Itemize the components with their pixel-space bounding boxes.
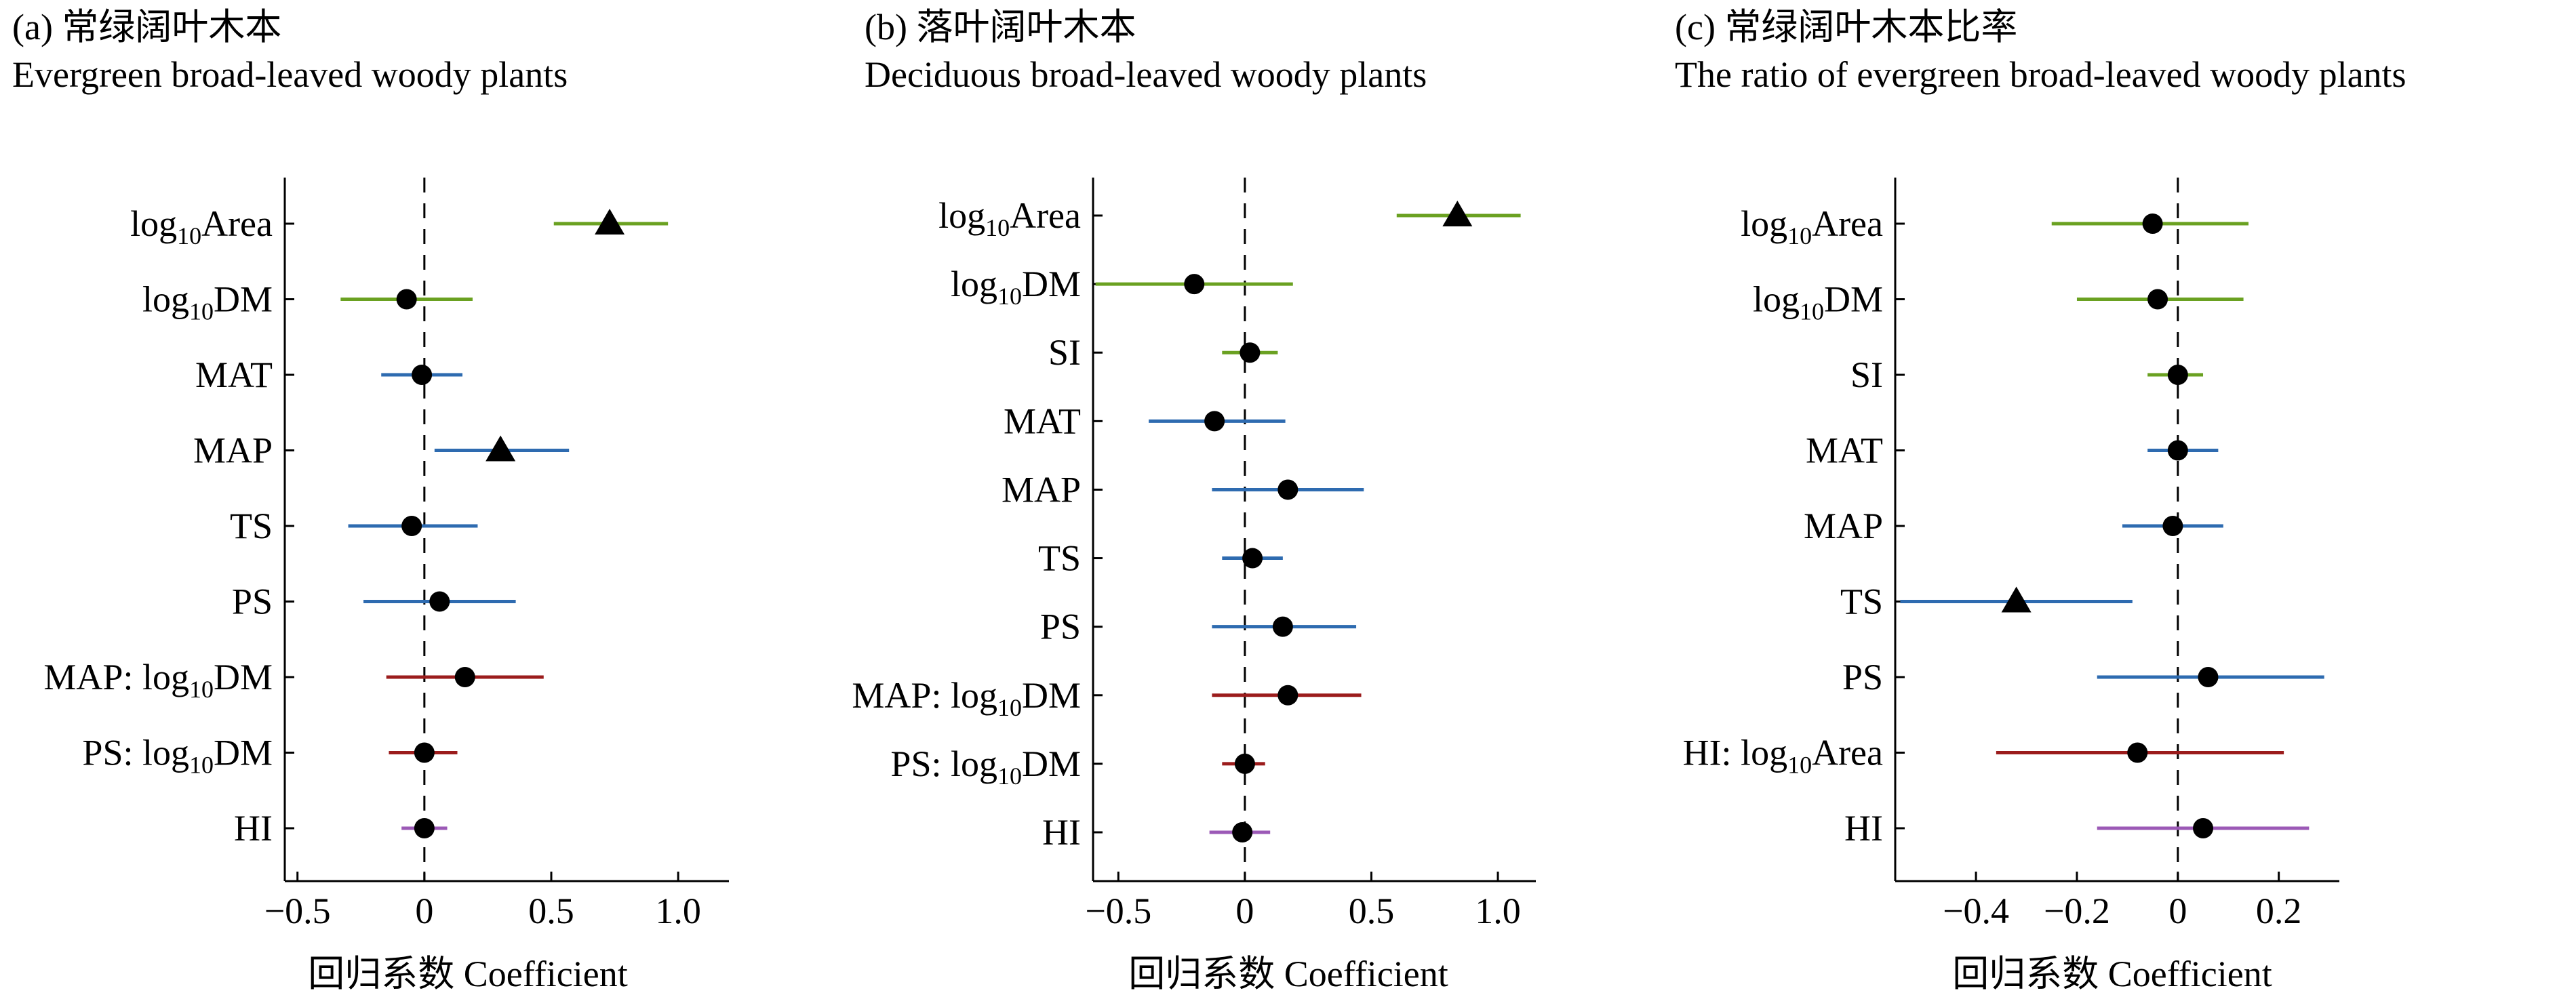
panel-b-estimate-triangle (1442, 201, 1473, 226)
panel-b-row-label: log10DM (951, 264, 1081, 310)
panel-a-x-tick-label: 0 (415, 891, 433, 931)
panel-a-row-label: MAT (195, 354, 273, 395)
panel-c-x-axis-label: 回归系数 Coefficient (1952, 954, 2272, 994)
panel-b-estimate-point (1232, 822, 1253, 842)
panel-c-x-tick-label: −0.2 (2044, 891, 2110, 931)
panel-a-row-label: PS (232, 582, 273, 622)
panel-b-row-label: PS: log10DM (890, 744, 1081, 790)
panel-c-estimate-point (2162, 516, 2183, 536)
panel-c-x-tick-label: 0.2 (2256, 891, 2302, 931)
panel-c: (c) 常绿阔叶木本比率 The ratio of evergreen broa… (1675, 7, 2406, 994)
panel-a-row-label: PS: log10DM (82, 733, 273, 779)
panel-a-x-tick-label: 1.0 (655, 891, 701, 931)
panel-c-title-cn: (c) 常绿阔叶木本比率 (1675, 7, 2017, 47)
panel-a-estimate-triangle (595, 209, 625, 235)
panel-b-row-label: HI (1042, 812, 1081, 853)
panel-b-estimate-point (1277, 479, 1299, 500)
panel-b-estimate-point (1184, 274, 1205, 295)
panel-b-row-label: SI (1048, 332, 1081, 373)
panel-a-estimate-point (412, 365, 433, 385)
panel-c-estimate-point (2167, 365, 2188, 385)
panel-c-row-label: log10Area (1741, 203, 1883, 249)
panel-a-title-en: Evergreen broad-leaved woody plants (12, 54, 568, 95)
panel-b-estimate-point (1242, 548, 1263, 569)
panel-c-title-en: The ratio of evergreen broad-leaved wood… (1675, 54, 2406, 95)
panel-c-estimate-point (2167, 440, 2188, 461)
panel-b-x-tick-label: −0.5 (1085, 891, 1151, 931)
panel-a-x-tick-label: −0.5 (264, 891, 331, 931)
panel-a-title-cn: (a) 常绿阔叶木本 (12, 7, 281, 47)
panel-a-estimate-point (396, 289, 417, 310)
panel-b-estimate-point (1240, 342, 1261, 363)
panel-a-row-label: log10Area (130, 203, 273, 249)
panel-a-row-label: log10DM (142, 279, 273, 325)
panel-c-row-label: MAT (1806, 430, 1883, 471)
panel-b-row-label: MAT (1004, 401, 1081, 441)
panel-a-estimate-point (454, 667, 475, 687)
panel-c-estimate-point (2142, 213, 2163, 234)
panel-b-x-axis-label: 回归系数 Coefficient (1128, 954, 1448, 994)
panel-a-x-tick-label: 0.5 (528, 891, 574, 931)
panel-a-estimate-point (414, 742, 435, 763)
panel-c-estimate-point (2193, 818, 2214, 838)
panel-b-estimate-point (1272, 616, 1293, 637)
panel-a-row-label: HI (234, 808, 273, 849)
panel-b-x-tick-label: 0.5 (1349, 891, 1395, 931)
panel-a-row-label: MAP (193, 430, 273, 471)
panel-c-x-tick-label: 0 (2168, 891, 2187, 931)
panel-a-estimate-point (429, 591, 450, 612)
panel-b-x-tick-label: 1.0 (1475, 891, 1521, 931)
panel-b-row-label: MAP: log10DM (852, 675, 1081, 721)
panel-a-x-axis-label: 回归系数 Coefficient (308, 954, 627, 994)
panel-c-row-label: PS (1842, 657, 1883, 697)
panel-b-row-label: TS (1038, 538, 1081, 579)
panel-c-estimate-point (2127, 742, 2148, 763)
panel-b-row-label: PS (1040, 607, 1081, 647)
panel-b-estimate-point (1277, 685, 1299, 706)
panel-c-row-label: HI: log10Area (1683, 733, 1883, 779)
panel-b-estimate-point (1234, 753, 1255, 774)
panel-a-estimate-point (401, 516, 422, 536)
panel-c-row-label: SI (1850, 354, 1883, 395)
panel-c-x-tick-label: −0.4 (1943, 891, 2009, 931)
panel-c-estimate-triangle (2001, 586, 2032, 613)
panel-b-estimate-point (1204, 411, 1225, 432)
panel-c-estimate-point (2198, 667, 2219, 687)
panel-c-row-label: MAP (1804, 506, 1883, 546)
panel-c-estimate-point (2147, 289, 2168, 310)
panel-b-title-cn: (b) 落叶阔叶木本 (865, 7, 1136, 47)
panel-a: (a) 常绿阔叶木本 Evergreen broad-leaved woody … (12, 7, 729, 994)
panel-b-row-label: log10Area (938, 195, 1081, 241)
panel-b-x-tick-label: 0 (1235, 891, 1254, 931)
panel-a-estimate-point (414, 818, 435, 838)
panel-b-row-label: MAP (1002, 469, 1081, 510)
panel-c-row-label: TS (1840, 582, 1883, 622)
panel-a-estimate-triangle (486, 435, 516, 462)
panel-a-row-label: TS (230, 506, 273, 546)
panel-c-row-label: log10DM (1753, 279, 1883, 325)
panel-b-title-en: Deciduous broad-leaved woody plants (865, 54, 1427, 95)
panel-b: (b) 落叶阔叶木本 Deciduous broad-leaved woody … (852, 7, 1536, 994)
panel-a-row-label: MAP: log10DM (43, 657, 273, 703)
panel-c-row-label: HI (1844, 808, 1883, 849)
